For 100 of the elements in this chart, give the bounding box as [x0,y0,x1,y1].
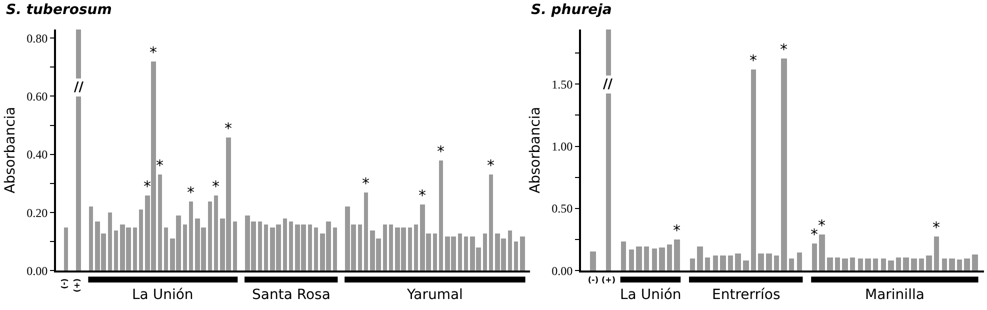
bar [690,258,695,270]
chart-title: S. tuberosum [6,2,112,18]
bar [358,224,362,270]
data-label: * [437,142,445,160]
data-label: * [144,177,152,196]
data-label: * [156,156,164,174]
bar [705,257,710,270]
text: La Unión [132,287,194,303]
bar [636,246,642,270]
bar [858,258,863,270]
bar [751,69,756,270]
data-label: * [487,156,495,174]
y-tick-label: 0.00 [552,264,573,278]
data-label: * [780,40,788,58]
y-tick-label: 1.00 [552,140,573,154]
bar [414,224,418,270]
bar [743,260,749,270]
bar [934,236,939,270]
bar [926,255,932,270]
annotation: // [603,77,613,92]
y-tick-label: 0.00 [26,264,48,278]
bar [621,241,626,270]
bar [819,234,825,270]
bar [835,257,840,270]
text: Entrerríos [712,287,780,303]
bar [183,224,187,270]
bar [720,255,726,270]
bar [389,224,393,270]
bar [333,227,337,270]
bar [781,58,787,270]
bar [949,258,955,270]
bar [652,248,657,270]
bar [758,253,764,270]
bar [957,259,962,270]
x-tick-label: (-) [60,278,70,289]
bar [489,174,493,270]
bar [258,221,262,270]
bar [89,206,93,270]
bar [873,258,878,270]
bar [433,233,437,270]
bar [789,258,794,270]
y-axis-title: Absorbancia [2,106,19,194]
annotation: // [74,80,84,95]
bar [972,254,978,270]
x-tick-label: (-) [588,275,599,284]
bar [383,224,387,270]
bar [364,192,368,270]
data-label: * [187,183,195,202]
bar [735,253,741,270]
text: La Unión [620,287,682,303]
data-label: * [362,174,370,192]
bar [308,224,312,270]
bar [659,247,665,270]
bar [812,243,817,270]
bar [919,258,924,270]
bar [133,227,137,270]
text: Yarumal [406,287,463,303]
bar [774,255,779,270]
data-label: * [932,218,940,236]
bar [911,258,917,270]
text: Marinilla [865,287,924,303]
bar [189,201,193,270]
y-tick-label: 0.40 [26,148,48,162]
bar [483,233,487,270]
bar [520,236,525,270]
bar [208,201,212,270]
text: Santa Rosa [252,287,330,303]
bar [903,257,909,270]
bar [289,221,293,270]
bar [964,258,970,270]
bar [842,258,848,270]
bar [508,230,512,270]
bar [114,230,118,270]
bar [850,257,855,270]
y-axis-title: Absorbancia [528,106,544,194]
y-tick-label: 0.80 [26,31,48,46]
bar [283,218,287,270]
bar [942,258,947,270]
bar [766,253,772,270]
bar [108,212,112,270]
data-label: * [224,119,232,138]
y-tick-label: 0.60 [26,89,48,104]
y-tick-label: 0.20 [26,206,48,220]
data-label: * [673,221,681,240]
bar [881,258,886,270]
bar [896,257,901,270]
bar [667,244,672,270]
bar [797,252,802,270]
bar [139,209,143,270]
bar [214,195,218,270]
bar [164,227,168,270]
x-tick-label: (+) [601,275,616,284]
bar [158,174,162,270]
bar [264,224,268,270]
bar [590,251,596,270]
data-label: * [750,51,758,70]
bar [514,241,518,270]
bar [674,239,680,270]
data-label: * [810,225,818,244]
bar [458,233,462,270]
